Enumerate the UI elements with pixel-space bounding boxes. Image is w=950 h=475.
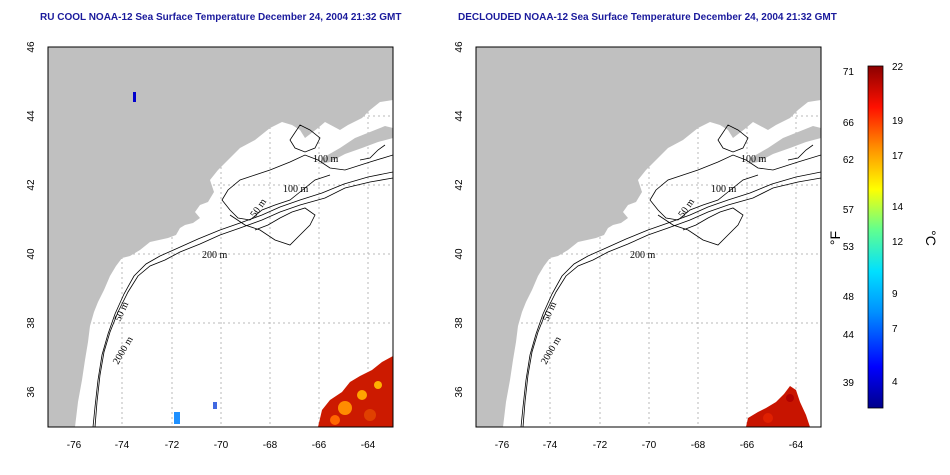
x-tick-label: -66 bbox=[312, 440, 327, 451]
x-tick-label: -64 bbox=[789, 440, 804, 451]
x-tick-label: -72 bbox=[165, 440, 180, 451]
x-tick-label: -68 bbox=[263, 440, 278, 451]
y-tick-label: 40 bbox=[454, 248, 465, 260]
x-tick-label: -66 bbox=[740, 440, 755, 451]
y-axis: 36 38 40 42 44 46 bbox=[454, 41, 465, 398]
f-tick-label: 44 bbox=[843, 330, 855, 341]
f-tick-label: 66 bbox=[843, 118, 855, 129]
c-tick-label: 19 bbox=[892, 116, 904, 127]
y-tick-label: 46 bbox=[454, 41, 465, 53]
x-tick-label: -76 bbox=[67, 440, 82, 451]
x-tick-label: -64 bbox=[361, 440, 376, 451]
colorbar-gradient bbox=[867, 65, 884, 409]
nova-scotia bbox=[748, 126, 821, 164]
fahrenheit-ticks: 71 66 62 57 53 48 44 39 bbox=[843, 67, 855, 389]
c-tick-label: 17 bbox=[892, 151, 904, 162]
land-mass bbox=[48, 47, 393, 427]
nova-scotia bbox=[320, 126, 393, 164]
contour-label-100m-a: 100 m bbox=[313, 154, 339, 165]
contour-label-200m: 200 m bbox=[202, 250, 228, 261]
celsius-axis-label: °C bbox=[923, 230, 939, 246]
y-tick-label: 36 bbox=[26, 386, 37, 398]
y-tick-label: 46 bbox=[26, 41, 37, 53]
y-tick-label: 42 bbox=[454, 179, 465, 191]
y-tick-label: 38 bbox=[26, 317, 37, 329]
x-tick-label: -70 bbox=[214, 440, 229, 451]
f-tick-label: 62 bbox=[843, 155, 855, 166]
c-tick-label: 7 bbox=[892, 324, 898, 335]
contour-label-100m-b: 100 m bbox=[711, 184, 737, 195]
left-map-panel: 100 m 100 m 50 m 200 m 50 m 2000 m -76 -… bbox=[26, 41, 394, 451]
c-tick-label: 4 bbox=[892, 377, 898, 388]
f-tick-label: 53 bbox=[843, 242, 855, 253]
f-tick-label: 71 bbox=[843, 67, 855, 78]
x-axis: -76 -74 -72 -70 -68 -66 -64 bbox=[495, 440, 804, 451]
celsius-ticks: 22 19 17 14 12 9 7 4 bbox=[892, 62, 904, 388]
c-tick-label: 14 bbox=[892, 202, 904, 213]
bathymetry-contours bbox=[520, 124, 821, 427]
c-tick-label: 9 bbox=[892, 289, 898, 300]
x-tick-label: -74 bbox=[115, 440, 130, 451]
f-tick-label: 39 bbox=[843, 378, 855, 389]
f-tick-label: 48 bbox=[843, 292, 855, 303]
sst-warm-patch bbox=[746, 386, 810, 427]
x-tick-label: -68 bbox=[691, 440, 706, 451]
right-map-title: DECLOUDED NOAA-12 Sea Surface Temperatur… bbox=[458, 12, 837, 23]
sst-cold-patch bbox=[133, 92, 217, 424]
contour-label-100m-b: 100 m bbox=[283, 184, 309, 195]
land-mass bbox=[476, 47, 821, 427]
sst-warm-patch bbox=[318, 356, 393, 427]
y-axis: 36 38 40 42 44 46 bbox=[26, 41, 37, 398]
y-tick-label: 36 bbox=[454, 386, 465, 398]
y-tick-label: 38 bbox=[454, 317, 465, 329]
c-tick-label: 22 bbox=[892, 62, 904, 73]
contour-label-200m: 200 m bbox=[630, 250, 656, 261]
fahrenheit-axis-label: °F bbox=[827, 231, 843, 245]
left-map-title: RU COOL NOAA-12 Sea Surface Temperature … bbox=[40, 12, 402, 23]
x-tick-label: -74 bbox=[543, 440, 558, 451]
x-axis: -76 -74 -72 -70 -68 -66 -64 bbox=[67, 440, 376, 451]
y-tick-label: 44 bbox=[454, 110, 465, 122]
x-tick-label: -70 bbox=[642, 440, 657, 451]
x-tick-label: -76 bbox=[495, 440, 510, 451]
contour-label-100m-a: 100 m bbox=[741, 154, 767, 165]
y-tick-label: 44 bbox=[26, 110, 37, 122]
c-tick-label: 12 bbox=[892, 237, 904, 248]
bathymetry-contours bbox=[92, 124, 393, 427]
y-tick-label: 40 bbox=[26, 248, 37, 260]
temperature-colorbar: 71 66 62 57 53 48 44 39 22 19 17 14 12 9… bbox=[827, 62, 939, 409]
y-tick-label: 42 bbox=[26, 179, 37, 191]
right-map-panel: 100 m 100 m 50 m 200 m 50 m 2000 m -76 -… bbox=[454, 41, 822, 451]
x-tick-label: -72 bbox=[593, 440, 608, 451]
f-tick-label: 57 bbox=[843, 205, 855, 216]
